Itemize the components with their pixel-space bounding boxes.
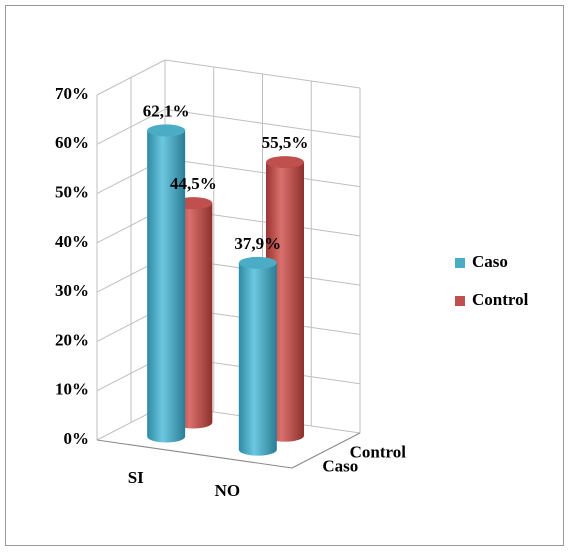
cylinder-top [147, 124, 186, 137]
y-tick-label: 40% [55, 232, 89, 251]
cylinder-body [238, 262, 277, 456]
grid-line [96, 59, 166, 96]
cylinder-body [147, 130, 186, 443]
legend-label: Control [472, 290, 529, 309]
y-tick-label: 60% [55, 133, 89, 152]
legend-swatch [455, 296, 465, 306]
y-tick-label: 10% [55, 380, 89, 399]
depth-label: Caso [322, 456, 358, 475]
y-tick-label: 70% [55, 84, 89, 103]
legend-swatch [455, 258, 465, 268]
y-tick-label: 0% [64, 429, 90, 448]
y-tick-label: 50% [55, 182, 89, 201]
value-label: 62,1% [143, 101, 190, 120]
x-axis [96, 439, 293, 469]
legend-label: Caso [472, 252, 508, 271]
grid-line [96, 108, 166, 145]
x-tick-label: NO [215, 481, 241, 500]
y-tick-label: 20% [55, 330, 89, 349]
cylinder-top [266, 156, 304, 169]
value-label: 55,5% [262, 133, 309, 152]
grid-line [164, 108, 361, 138]
value-label: 44,5% [170, 174, 217, 193]
depth-axis [291, 432, 361, 469]
grid-line [164, 158, 361, 188]
x-tick-label: SI [128, 468, 144, 487]
depth-label: Control [350, 442, 407, 461]
value-label: 37,9% [234, 234, 281, 253]
y-tick-label: 30% [55, 281, 89, 300]
cylinder-top [238, 256, 277, 269]
grid-line [164, 59, 361, 89]
